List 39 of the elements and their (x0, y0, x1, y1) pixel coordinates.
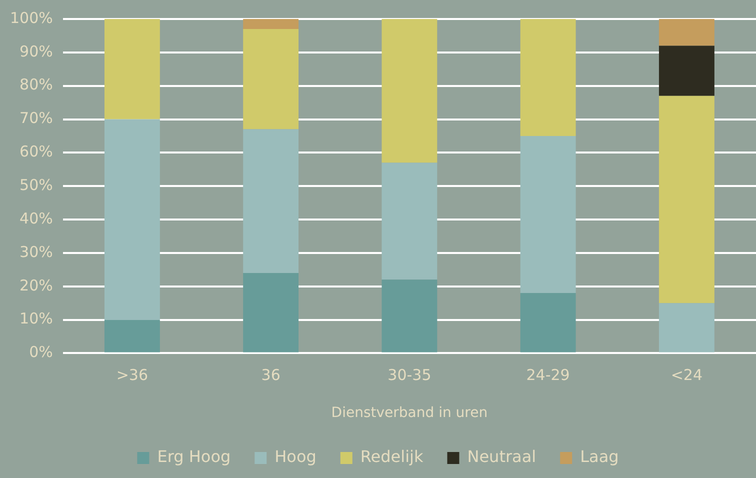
bar (520, 19, 576, 136)
y-tick-label: 40% (20, 209, 53, 228)
x-tick-label: >36 (116, 366, 148, 384)
y-tick-label: 100% (10, 8, 53, 27)
bar (104, 320, 160, 352)
bar (658, 46, 714, 96)
bar (658, 96, 714, 304)
x-axis-title: Dienstverband in uren (331, 405, 488, 422)
x-tick-label: 30-35 (388, 366, 432, 384)
legend-label: Redelijk (360, 447, 424, 466)
legend-label: Laag (580, 447, 619, 466)
y-tick-label: 70% (20, 109, 53, 128)
bar (243, 272, 299, 352)
x-tick-label: <24 (670, 366, 703, 384)
x-tick-label: 24-29 (526, 366, 570, 384)
legend-label: Erg Hoog (157, 447, 231, 466)
y-tick-label: 80% (20, 76, 53, 94)
bar (520, 293, 576, 352)
bar (104, 19, 160, 120)
y-tick-label: 10% (20, 310, 53, 328)
legend-label: Hoog (274, 447, 316, 466)
bar (104, 119, 160, 320)
x-tick-label: 36 (261, 366, 280, 384)
y-tick-label: 20% (20, 276, 53, 294)
legend-label: Neutraal (467, 447, 536, 466)
bar (658, 303, 714, 352)
bar (382, 280, 438, 352)
y-tick-label: 30% (20, 242, 53, 261)
bar (243, 129, 299, 273)
y-tick-label: 90% (20, 42, 53, 60)
bar (382, 19, 438, 163)
y-tick-label: 0% (29, 343, 53, 362)
bar (658, 19, 714, 46)
bar (243, 19, 299, 30)
bar (382, 162, 438, 280)
y-tick-label: 60% (20, 142, 53, 161)
y-tick-label: 50% (20, 176, 53, 194)
bar (243, 29, 299, 130)
bar (520, 136, 576, 294)
